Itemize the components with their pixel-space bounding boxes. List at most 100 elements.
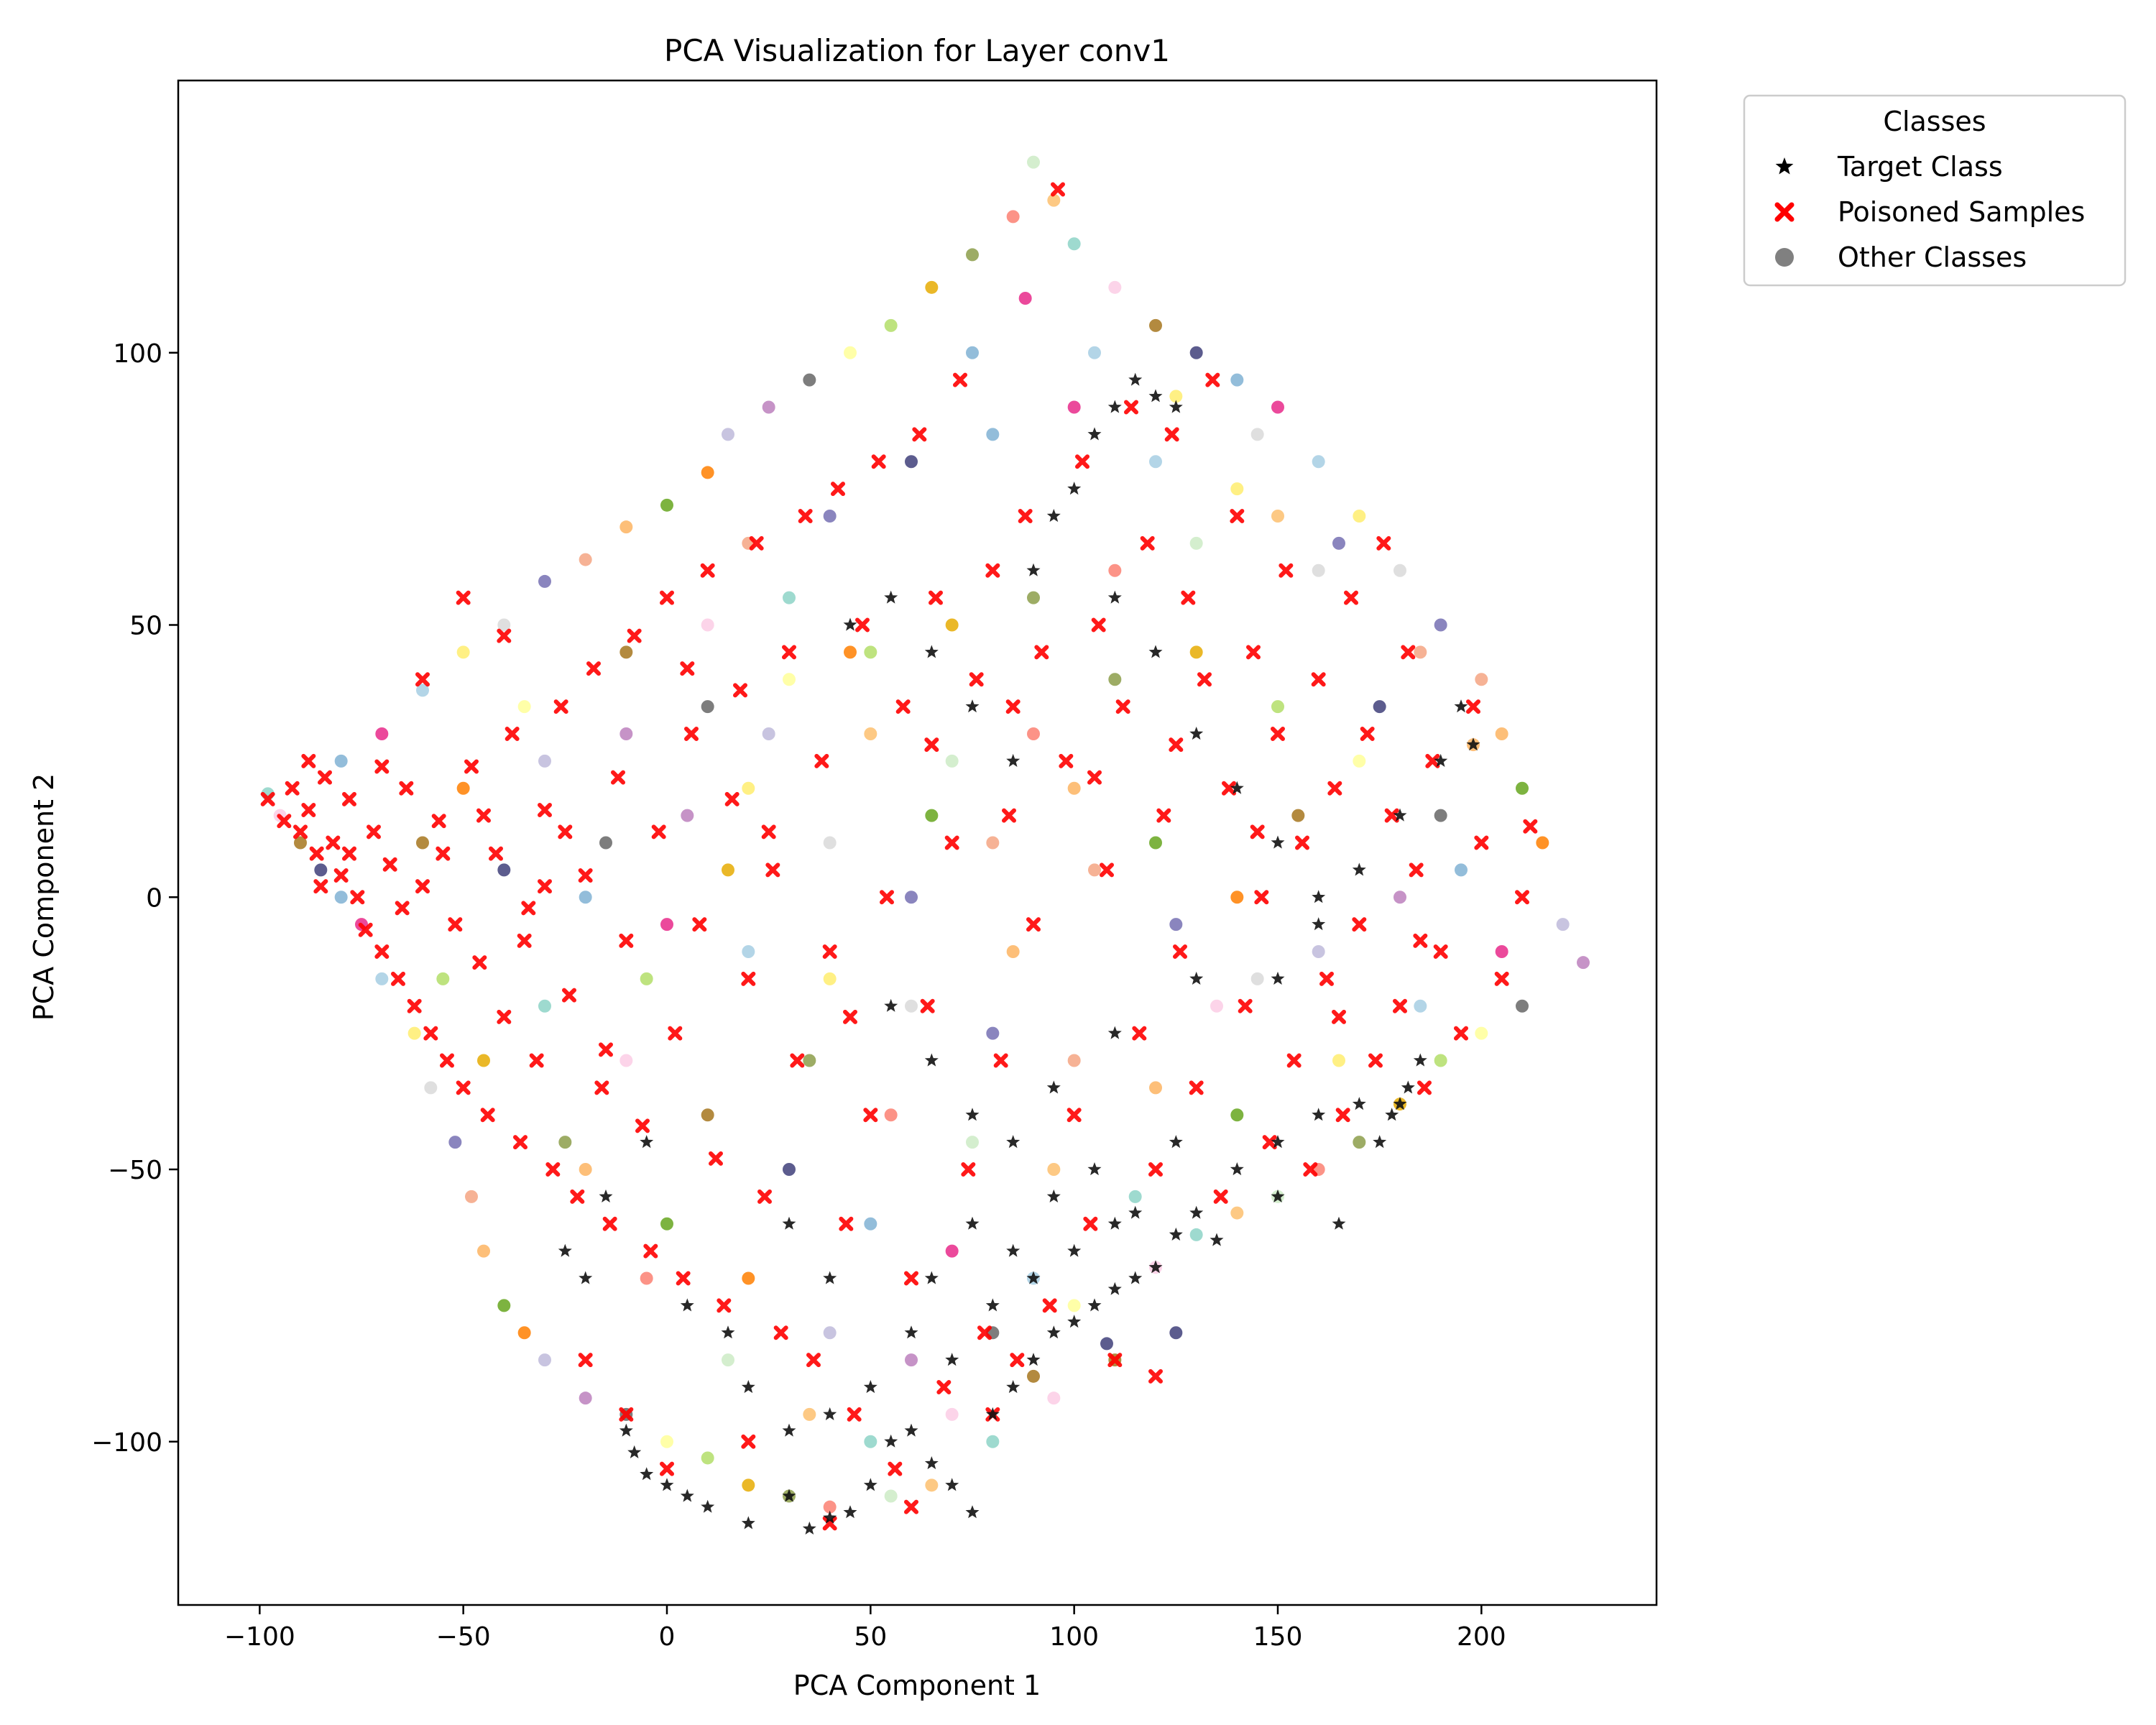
other-class-point: [783, 591, 796, 604]
other-class-point: [722, 428, 734, 441]
other-class-point: [884, 1489, 898, 1503]
target-class-point: [924, 1271, 939, 1284]
poisoned-sample-point: [456, 1080, 471, 1095]
poisoned-sample-point: [1026, 917, 1041, 932]
target-class-point: [1107, 1026, 1122, 1039]
poisoned-sample-point: [1401, 645, 1416, 660]
other-class-point: [294, 836, 307, 850]
poisoned-sample-point: [1246, 645, 1261, 660]
other-class-point: [619, 645, 633, 659]
other-class-point: [538, 999, 551, 1013]
other-class-point: [640, 1271, 653, 1285]
poisoned-sample-point: [529, 1053, 544, 1068]
other-class-point: [1271, 700, 1284, 714]
poisoned-sample-point: [318, 770, 332, 785]
poisoned-sample-point: [1042, 1298, 1057, 1313]
other-class-point: [517, 700, 531, 714]
poisoned-sample-point: [936, 1380, 952, 1394]
target-class-point: [1466, 737, 1480, 751]
other-class-point: [1516, 781, 1529, 795]
poisoned-sample-point: [423, 1026, 438, 1041]
poisoned-sample-point: [277, 814, 292, 829]
other-class-point: [1250, 428, 1264, 441]
other-class-point: [742, 1478, 755, 1492]
other-class-point: [1312, 455, 1325, 469]
poisoned-sample-point: [1132, 1026, 1147, 1041]
poisoned-sample-point: [871, 454, 886, 469]
target-class-point: [1006, 1380, 1021, 1394]
other-class-point: [1495, 727, 1508, 740]
poisoned-sample-point: [415, 672, 430, 687]
target-class-point: [1006, 1135, 1021, 1149]
other-class-point: [844, 346, 857, 359]
target-class-point: [965, 1216, 980, 1230]
poisoned-sample-point: [1238, 998, 1253, 1013]
poisoned-sample-point: [464, 759, 479, 774]
other-class-point: [424, 1081, 438, 1095]
poisoned-sample-point: [985, 563, 1000, 578]
poisoned-sample-point: [456, 590, 471, 605]
poisoned-sample-point: [635, 1118, 650, 1133]
poisoned-sample-point: [553, 699, 568, 714]
target-class-point: [640, 1135, 654, 1149]
other-class-point: [945, 754, 959, 768]
other-class-point: [1353, 754, 1366, 768]
other-class-point: [1230, 891, 1244, 904]
target-class-point: [619, 1423, 633, 1437]
target-class-point: [823, 1271, 837, 1284]
other-class-point: [1149, 455, 1162, 469]
poisoned-sample-point: [599, 1042, 613, 1057]
other-class-point: [1455, 863, 1468, 877]
other-class-point: [1312, 564, 1325, 577]
poisoned-sample-point: [814, 753, 829, 768]
poisoned-sample-point: [1254, 890, 1269, 905]
poisoned-sample-point: [904, 1271, 918, 1286]
other-class-point: [375, 972, 389, 985]
poisoned-sample-point: [1409, 862, 1424, 878]
other-class-point: [436, 972, 450, 985]
target-class-point: [660, 1478, 674, 1491]
target-class-point: [721, 1325, 735, 1339]
target-class-point: [1107, 1216, 1122, 1230]
other-class-point: [334, 891, 348, 904]
poisoned-sample-point: [1124, 400, 1138, 415]
other-class-point: [1312, 945, 1325, 958]
other-class-point: [1067, 781, 1081, 795]
poisoned-sample-point: [749, 535, 764, 551]
poisoned-sample-point: [521, 901, 536, 916]
x-axis: −100 −50 0 50 100 150 200: [224, 1605, 1506, 1652]
other-class-point: [1067, 1054, 1081, 1067]
target-class-point: [1393, 1097, 1407, 1110]
other-class-point: [884, 318, 898, 332]
y-tick-label: 0: [146, 883, 162, 913]
poisoned-sample-point: [798, 509, 813, 523]
poisoned-sample-point: [1002, 808, 1016, 823]
other-class-point: [1047, 1163, 1061, 1176]
target-class-point: [1230, 1162, 1244, 1176]
poisoned-sample-point: [505, 727, 520, 741]
target-class-point: [1401, 1080, 1415, 1094]
target-class-point: [1312, 1108, 1326, 1121]
poisoned-sample-point: [1413, 933, 1428, 948]
other-class-point: [905, 455, 918, 469]
poisoned-sample-point: [680, 661, 695, 676]
poisoned-sample-point: [1319, 971, 1334, 986]
other-class-point: [579, 1392, 592, 1405]
poisoned-sample-point: [448, 917, 463, 932]
poisoned-sample-point: [619, 1407, 634, 1422]
other-class-point: [783, 1163, 796, 1176]
target-class-point: [1026, 1353, 1041, 1366]
target-class-point: [1189, 727, 1204, 740]
legend-entry-label: Target Class: [1837, 151, 2003, 183]
poisoned-sample-point: [1417, 1080, 1432, 1095]
target-class-point: [823, 1510, 837, 1524]
poisoned-sample-point: [497, 628, 512, 643]
poisoned-sample-point: [1140, 535, 1155, 551]
x-tick-label: 150: [1253, 1622, 1303, 1652]
other-class-point: [742, 781, 755, 795]
target-class-point: [782, 1216, 796, 1230]
poisoned-sample-point: [367, 824, 381, 840]
target-class-point: [1046, 1325, 1061, 1339]
poisoned-sample-point: [1164, 427, 1179, 442]
poisoned-sample-point: [961, 1162, 976, 1177]
